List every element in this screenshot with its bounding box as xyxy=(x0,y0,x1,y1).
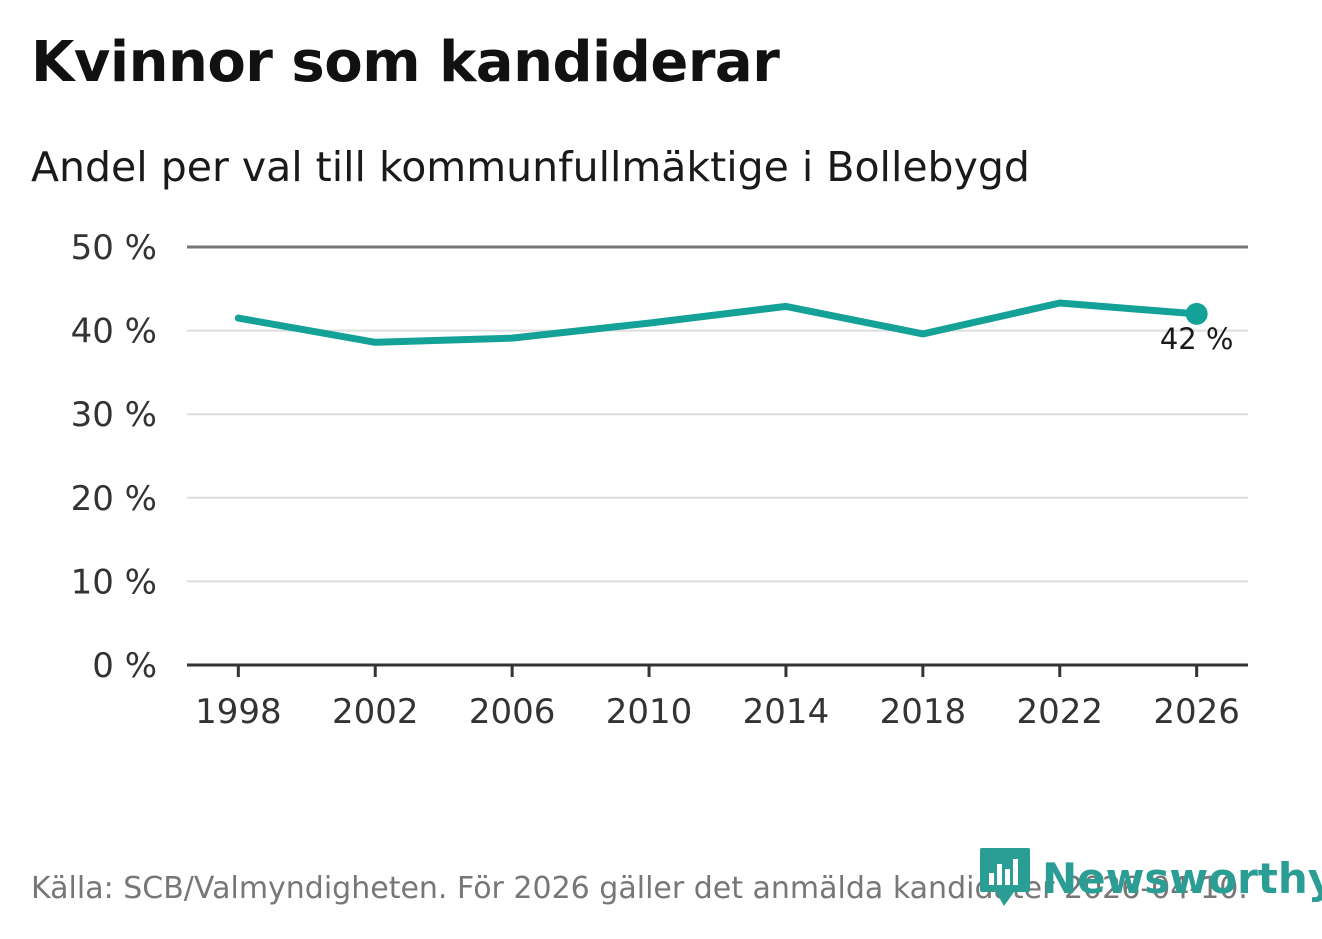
x-tick-label-2002: 2002 xyxy=(332,692,419,732)
y-tick-label-0: 0 % xyxy=(92,646,157,686)
y-tick-label-40: 40 % xyxy=(71,312,157,352)
x-tick-label-2018: 2018 xyxy=(880,692,967,732)
newsworthy-brand: Newsworthy xyxy=(980,848,1322,908)
x-tick-label-2010: 2010 xyxy=(606,692,693,732)
y-tick-label-50: 50 % xyxy=(71,228,157,268)
brand-name: Newsworthy xyxy=(1042,853,1322,903)
line-chart: 0 % 10 % 20 % 30 % 40 % 50 % 1998 2002 2006 2010 2… xyxy=(71,228,1248,732)
source-note: Källa: SCB/Valmyndigheten. För 2026 gäll… xyxy=(31,871,1248,906)
endpoint-data-label: 42 % xyxy=(1160,322,1234,356)
x-tick-label-2014: 2014 xyxy=(743,692,830,732)
newsworthy-logo-icon xyxy=(980,848,1030,906)
chart-title: Kvinnor som kandiderar xyxy=(31,30,780,95)
y-tick-label-30: 30 % xyxy=(71,395,157,435)
chart-subtitle: Andel per val till kommunfullmäktige i B… xyxy=(31,143,1030,191)
y-tick-label-20: 20 % xyxy=(71,479,157,519)
x-tick-label-2022: 2022 xyxy=(1016,692,1103,732)
x-tick-label-2026: 2026 xyxy=(1153,692,1240,732)
x-tick-label-2006: 2006 xyxy=(469,692,556,732)
x-tick-label-1998: 1998 xyxy=(195,692,282,732)
endpoint-marker xyxy=(1185,302,1208,325)
series-line-0 xyxy=(234,299,1201,346)
y-tick-label-10: 10 % xyxy=(71,562,157,602)
